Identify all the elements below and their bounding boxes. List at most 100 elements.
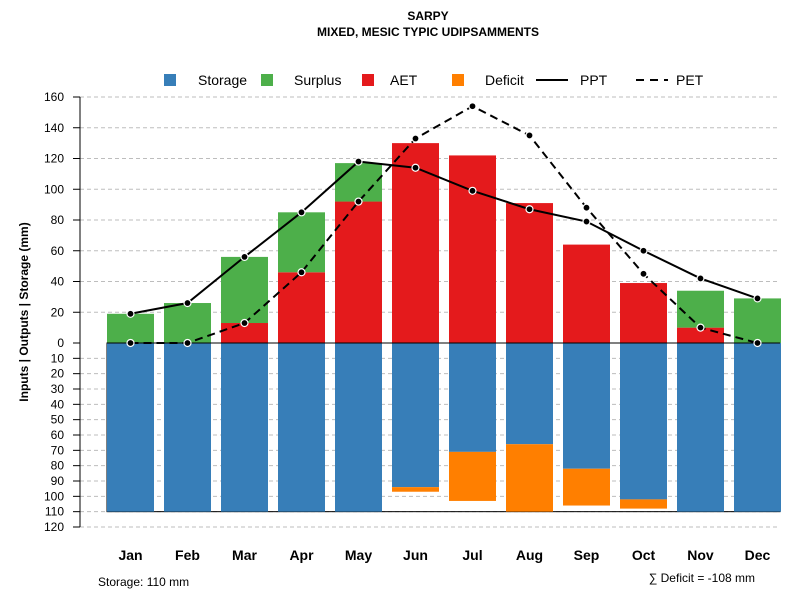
y-tick-label: 30 (51, 382, 65, 396)
legend-item-surplus: Surplus (261, 72, 341, 88)
y-tick-label: 90 (51, 474, 65, 488)
storage-bar-may (335, 343, 382, 512)
ppt-point (297, 208, 306, 217)
deficit-bar-aug (506, 444, 553, 512)
bars (106, 143, 781, 513)
legend-item-storage: Storage (164, 72, 247, 88)
pet-point (126, 338, 135, 348)
pet-point (240, 318, 249, 328)
x-tick-label-apr: Apr (289, 547, 314, 563)
x-tick-label-jan: Jan (118, 547, 142, 563)
surplus-bar-dec (734, 298, 781, 343)
legend-item-aet: AET (362, 72, 418, 88)
legend-item-ppt: PPT (536, 72, 608, 88)
pet-point (183, 338, 192, 348)
ppt-point (468, 186, 477, 195)
y-tick-label: 60 (51, 428, 65, 442)
y-tick-label: 0 (57, 336, 64, 350)
storage-bar-feb (164, 343, 211, 512)
storage-bar-jan (107, 343, 154, 512)
legend-swatch-aet (362, 74, 374, 86)
y-tick-label: 120 (44, 152, 64, 166)
legend-item-pet: PET (636, 72, 704, 88)
aet-bar-oct (620, 283, 667, 343)
y-tick-label: 10 (51, 351, 65, 365)
y-tick-label: 60 (51, 244, 65, 258)
y-axis-label: Inputs | Outputs | Storage (mm) (17, 222, 31, 401)
pet-point (753, 338, 762, 348)
y-tick-label: 160 (44, 90, 64, 104)
pet-point (582, 203, 591, 212)
ppt-point (411, 163, 420, 172)
y-tick-label: 40 (51, 275, 65, 289)
storage-bar-mar (221, 343, 268, 512)
pet-point (696, 323, 705, 332)
aet-bar-apr (278, 272, 325, 343)
legend-swatch-storage (164, 74, 176, 86)
x-tick-label-feb: Feb (175, 547, 200, 563)
legend: Storage Surplus AET Deficit PPT PET (164, 72, 704, 88)
ppt-point (183, 298, 192, 308)
y-tick-label: 20 (51, 367, 65, 381)
axes: 0204060801001201401601020304050607080901… (44, 90, 771, 563)
y-tick-label: 100 (44, 489, 64, 503)
storage-bar-jul (449, 343, 496, 452)
legend-swatch-deficit (452, 74, 464, 86)
legend-label-aet: AET (390, 72, 418, 88)
pet-line (130, 105, 758, 344)
legend-label-storage: Storage (198, 72, 247, 88)
storage-bar-oct (620, 343, 667, 500)
legend-item-deficit: Deficit (452, 72, 524, 88)
x-tick-label-mar: Mar (232, 547, 257, 563)
ppt-point (126, 309, 135, 318)
pet-point (468, 102, 477, 111)
y-tick-label: 80 (51, 459, 65, 473)
aet-bar-jun (392, 143, 439, 343)
y-tick-label: 40 (51, 397, 65, 411)
y-tick-label: 70 (51, 443, 65, 457)
storage-bar-nov (677, 343, 724, 512)
chart-title: SARPY (407, 9, 448, 23)
surplus-bar-jan (107, 313, 154, 343)
storage-note: Storage: 110 mm (98, 575, 189, 589)
legend-label-deficit: Deficit (485, 72, 524, 88)
x-tick-label-aug: Aug (516, 547, 543, 563)
pet-point (297, 268, 306, 277)
surplus-bar-mar (221, 256, 268, 324)
surplus-bar-nov (677, 290, 724, 328)
deficit-note: ∑ Deficit = -108 mm (649, 571, 755, 585)
legend-label-ppt: PPT (580, 72, 608, 88)
y-tick-label: 110 (45, 505, 64, 519)
x-tick-label-dec: Dec (745, 547, 771, 563)
pet-point (411, 134, 420, 143)
x-tick-label-nov: Nov (687, 547, 714, 563)
pet-point (525, 131, 534, 140)
surplus-bar-feb (164, 303, 211, 343)
legend-swatch-surplus (261, 74, 273, 86)
ppt-point (639, 246, 648, 255)
chart-subtitle: MIXED, MESIC TYPIC UDIPSAMMENTS (317, 25, 539, 39)
aet-bar-may (335, 201, 382, 343)
series-lines (126, 102, 762, 348)
y-tick-label: 80 (51, 213, 65, 227)
ppt-point (696, 274, 705, 283)
ppt-point (525, 205, 534, 214)
y-tick-label: 20 (51, 305, 65, 319)
pet-point (639, 269, 648, 278)
aet-bar-sep (563, 244, 610, 343)
x-tick-label-may: May (345, 547, 372, 563)
deficit-bar-oct (620, 499, 667, 509)
legend-label-surplus: Surplus (294, 72, 341, 88)
y-tick-label: 50 (51, 413, 65, 427)
ppt-point (582, 217, 591, 226)
ppt-point (753, 294, 762, 303)
surplus-bar-may (335, 163, 382, 202)
storage-bar-aug (506, 343, 553, 445)
storage-bar-jun (392, 343, 439, 488)
aet-bar-jul (449, 155, 496, 343)
ppt-line (130, 160, 758, 315)
x-tick-label-sep: Sep (574, 547, 600, 563)
deficit-bar-jun (392, 487, 439, 492)
storage-bar-dec (734, 343, 781, 512)
